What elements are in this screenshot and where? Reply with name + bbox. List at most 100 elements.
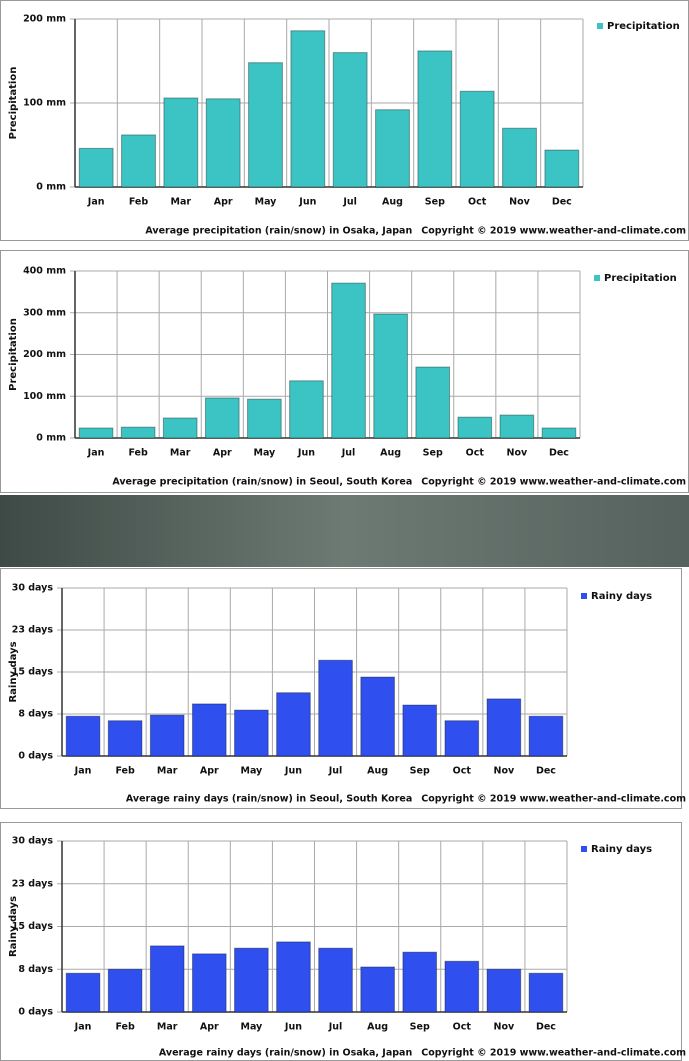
- x-tick-label: Feb: [129, 197, 149, 208]
- x-tick-label: Apr: [200, 766, 219, 777]
- caption: Average precipitation (rain/snow) in Seo…: [112, 477, 412, 488]
- x-tick-label: Jun: [298, 197, 316, 208]
- legend-swatch: [597, 23, 603, 29]
- caption: Average precipitation (rain/snow) in Osa…: [145, 226, 412, 237]
- x-tick-label: Dec: [536, 766, 556, 777]
- bar: [65, 715, 101, 757]
- x-tick-label: Sep: [410, 1022, 430, 1033]
- copyright: Copyright © 2019 www.weather-and-climate…: [421, 1048, 686, 1059]
- x-tick-label: Apr: [213, 448, 232, 459]
- x-tick-label: Feb: [128, 448, 148, 459]
- x-tick-label: Oct: [466, 448, 485, 459]
- bar: [234, 947, 269, 1013]
- y-tick-label: 8 days: [18, 709, 53, 720]
- bar: [544, 149, 580, 188]
- bar: [360, 966, 395, 1013]
- y-tick-label: 0 mm: [36, 433, 66, 444]
- x-tick-label: Sep: [425, 197, 445, 208]
- x-tick-label: Jan: [74, 1022, 92, 1033]
- x-tick-label: May: [255, 197, 278, 208]
- bar: [402, 951, 438, 1013]
- bar: [78, 427, 114, 439]
- y-tick-label: 0 days: [18, 751, 53, 762]
- y-axis-title: Rainy days: [8, 896, 19, 957]
- x-tick-label: Apr: [214, 197, 233, 208]
- bar: [373, 313, 408, 439]
- bar: [318, 659, 353, 757]
- bar: [290, 30, 326, 188]
- bar: [528, 715, 564, 757]
- x-tick-label: Nov: [494, 1022, 515, 1033]
- x-tick-label: Mar: [171, 197, 192, 208]
- y-axis-title: Precipitation: [8, 318, 19, 391]
- y-tick-label: 0 mm: [36, 182, 66, 193]
- bar: [415, 366, 451, 439]
- x-tick-label: Dec: [536, 1022, 556, 1033]
- x-tick-label: Apr: [200, 1022, 219, 1033]
- legend-label: Rainy days: [591, 844, 652, 855]
- bar: [444, 720, 480, 757]
- y-tick-label: 15 days: [12, 921, 54, 932]
- copyright: Copyright © 2019 www.weather-and-climate…: [421, 794, 686, 805]
- y-tick-label: 0 days: [18, 1007, 53, 1018]
- legend-swatch: [594, 275, 600, 281]
- x-tick-label: Oct: [453, 1022, 472, 1033]
- bar: [486, 698, 522, 757]
- x-tick-label: Oct: [453, 766, 472, 777]
- caption: Average rainy days (rain/snow) in Osaka,…: [159, 1048, 413, 1059]
- y-tick-label: 23 days: [12, 625, 54, 636]
- bar: [247, 398, 282, 439]
- legend-label: Rainy days: [591, 591, 652, 602]
- y-tick-label: 200 mm: [23, 14, 66, 25]
- bar: [541, 427, 577, 439]
- y-axis-title: Precipitation: [8, 67, 19, 140]
- bar: [204, 397, 240, 439]
- bar: [191, 953, 227, 1013]
- bar: [163, 97, 199, 188]
- bar: [162, 417, 198, 439]
- x-tick-label: Sep: [410, 766, 430, 777]
- bar: [375, 109, 410, 188]
- y-tick-label: 100 mm: [23, 98, 66, 109]
- bar: [205, 98, 241, 188]
- x-tick-label: Dec: [552, 197, 572, 208]
- y-tick-label: 400 mm: [23, 266, 66, 277]
- x-tick-label: Sep: [423, 448, 443, 459]
- bar: [502, 127, 537, 188]
- bar: [318, 947, 353, 1013]
- x-tick-label: Dec: [549, 448, 569, 459]
- x-tick-label: Nov: [494, 766, 515, 777]
- bar: [457, 416, 493, 439]
- x-tick-label: Jul: [328, 766, 343, 777]
- x-tick-label: Jun: [297, 448, 315, 459]
- panel: [0, 822, 682, 1061]
- x-tick-label: Aug: [367, 1022, 388, 1033]
- bar: [331, 282, 366, 439]
- y-tick-label: 200 mm: [23, 349, 66, 360]
- bar: [107, 968, 143, 1013]
- copyright: Copyright © 2019 www.weather-and-climate…: [421, 477, 686, 488]
- bar: [486, 968, 522, 1013]
- bar: [120, 426, 156, 439]
- x-tick-label: Aug: [382, 197, 403, 208]
- x-tick-label: Jan: [74, 766, 92, 777]
- copyright: Copyright © 2019 www.weather-and-climate…: [421, 226, 686, 237]
- bar: [149, 945, 185, 1013]
- x-tick-label: Oct: [468, 197, 487, 208]
- x-tick-label: Aug: [367, 766, 388, 777]
- y-tick-label: 300 mm: [23, 307, 66, 318]
- x-tick-label: May: [240, 766, 263, 777]
- bar: [121, 134, 156, 188]
- legend-swatch: [581, 593, 587, 599]
- x-tick-label: Nov: [507, 448, 528, 459]
- bar: [402, 704, 438, 757]
- bar: [528, 972, 564, 1013]
- bar: [191, 703, 227, 757]
- y-tick-label: 8 days: [18, 964, 53, 975]
- legend-label: Precipitation: [604, 273, 677, 284]
- y-tick-label: 30 days: [12, 836, 54, 847]
- bar: [149, 714, 185, 757]
- x-tick-label: Aug: [380, 448, 401, 459]
